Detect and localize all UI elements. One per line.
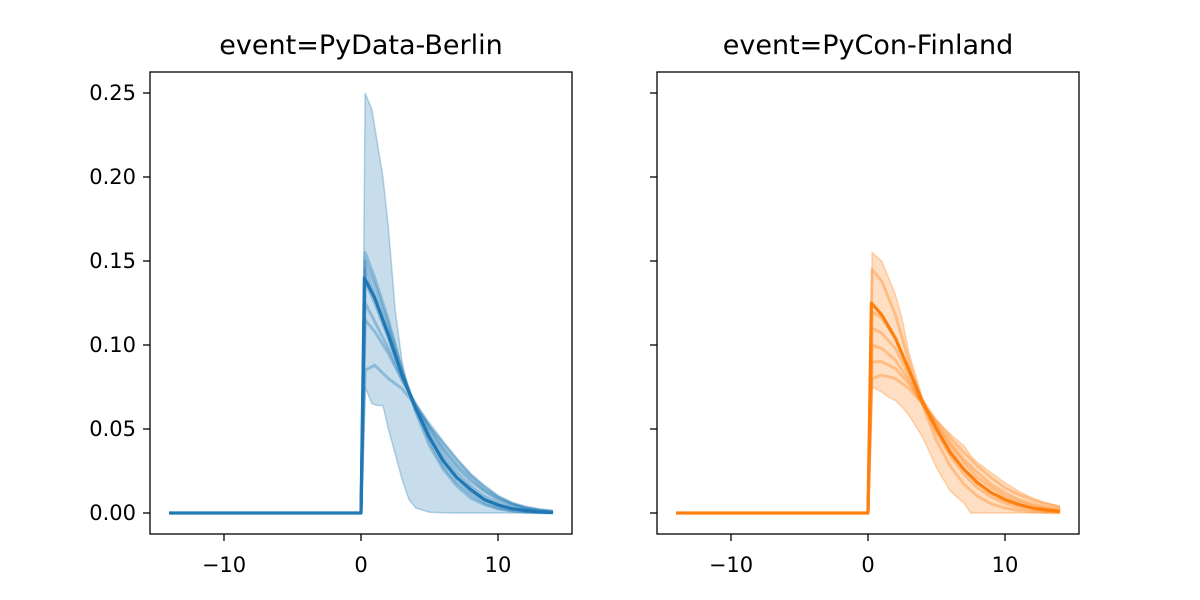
chart-title: event=PyData-Berlin [219,30,502,61]
y-tick-label: 0.05 [89,417,136,441]
mean-line [169,276,553,515]
y-tick-label: 0.20 [89,165,136,189]
series-line-0 [169,251,553,515]
panel-pycon-finland: −10 0 10 event=PyCon-Finland [650,30,1080,577]
y-tick-label: 0.00 [89,501,136,525]
series-line-4 [676,360,1061,515]
series-line-1 [676,309,1060,515]
uncertainty-band [676,250,1061,514]
y-tick-label: 0.25 [89,81,136,105]
series-line-4 [169,301,553,515]
y-tick-label: 0.15 [89,249,136,273]
series-line-1 [169,259,553,515]
series-line-0 [676,267,1060,515]
series-line-5 [676,373,1061,515]
x-tick-label: 0 [354,553,367,577]
x-tick-label: 10 [485,553,512,577]
panel-pydata-berlin: −10 0 10 0.00 0.05 0.10 0.15 0.20 0.25 event=PyDa… [89,30,573,577]
series-line-6 [169,363,553,515]
x-tick-label: −10 [709,553,753,577]
mean-line [676,301,1060,515]
y-tick-label: 0.10 [89,333,136,357]
series-line-3 [676,343,1060,515]
x-tick-label: −10 [202,553,246,577]
x-tick-label: 10 [992,553,1019,577]
chart-title: event=PyCon-Finland [723,30,1014,61]
x-tick-label: 0 [861,553,874,577]
series-line-5 [169,318,553,515]
